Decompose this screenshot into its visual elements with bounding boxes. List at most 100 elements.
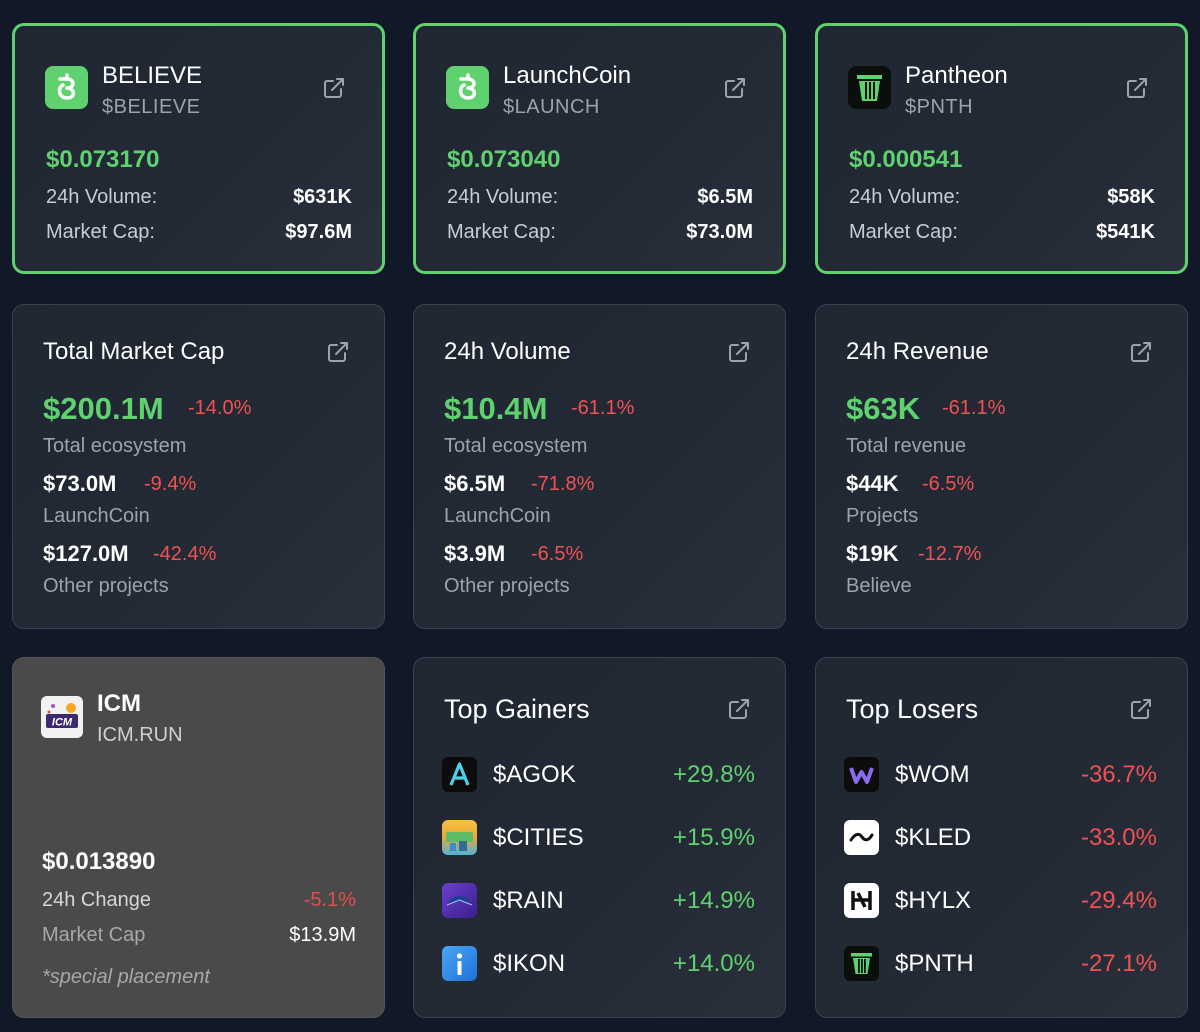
row-change: -6.5%: [531, 543, 584, 565]
pantheon-logo-icon: [844, 946, 879, 981]
token-symbol: $RAIN: [493, 887, 564, 914]
token-name: Pantheon: [905, 62, 1008, 89]
card-title: 24h Volume: [444, 338, 571, 365]
kled-logo-icon: [844, 820, 879, 855]
card-title: Top Losers: [846, 694, 979, 724]
stats-card-total-market-cap[interactable]: Total Market Cap $200.1M -14.0% Total ec…: [12, 304, 385, 629]
token-symbol: $BELIEVE: [102, 96, 201, 118]
market-cap-label: Market Cap:: [849, 221, 958, 243]
token-price: $0.000541: [849, 146, 963, 173]
external-link-icon[interactable]: [727, 340, 751, 364]
token-symbol: $HYLX: [895, 887, 972, 914]
token-card-pantheon[interactable]: Pantheon $PNTH $0.000541 24h Volume: $58…: [815, 23, 1188, 274]
token-price: $0.073040: [447, 146, 561, 173]
total-sublabel: Total ecosystem: [43, 435, 187, 457]
change-value: -5.1%: [303, 889, 356, 911]
row-value: $3.9M: [444, 541, 506, 566]
external-link-icon[interactable]: [1129, 697, 1153, 721]
believe-logo-icon: [45, 66, 88, 109]
icm-card[interactable]: ICM ICM ICM.RUN $0.013890 24h Change -5.…: [12, 657, 385, 1018]
row-change: -12.7%: [918, 543, 982, 565]
market-cap-value: $73.0M: [686, 221, 753, 243]
volume-label: 24h Volume:: [447, 186, 559, 208]
volume-label: 24h Volume:: [849, 186, 961, 208]
market-cap-value: $541K: [1096, 221, 1155, 243]
external-link-icon[interactable]: [1125, 76, 1149, 100]
percent-change: -36.7%: [1080, 761, 1157, 788]
token-symbol: $PNTH: [905, 96, 974, 118]
icm-logo-icon: ICM: [41, 696, 83, 738]
percent-change: -27.1%: [1080, 950, 1157, 977]
card-title: Top Gainers: [444, 694, 590, 724]
pantheon-logo-icon: [848, 66, 891, 109]
token-symbol: $PNTH: [895, 950, 974, 977]
hylx-logo-icon: [844, 883, 879, 918]
row-change: -42.4%: [153, 543, 217, 565]
stats-card-24h-revenue[interactable]: 24h Revenue $63K -61.1% Total revenue $4…: [815, 304, 1188, 629]
change-label: 24h Change: [42, 889, 151, 911]
percent-change: +29.8%: [672, 761, 755, 788]
token-name: BELIEVE: [102, 62, 203, 89]
token-symbol: $WOM: [895, 761, 970, 788]
row-label: LaunchCoin: [444, 505, 551, 527]
percent-change: +14.9%: [672, 887, 755, 914]
row-value: $127.0M: [43, 541, 129, 566]
icm-price: $0.013890: [42, 848, 156, 875]
external-link-icon[interactable]: [723, 76, 747, 100]
volume-value: $58K: [1107, 186, 1155, 208]
external-link-icon[interactable]: [1129, 340, 1153, 364]
total-sublabel: Total revenue: [846, 435, 967, 457]
market-cap-value: $13.9M: [289, 924, 356, 946]
row-label: Other projects: [43, 575, 169, 597]
row-label: Believe: [846, 575, 912, 597]
launchcoin-logo-icon: [446, 66, 489, 109]
cities-logo-icon: [442, 820, 477, 855]
ikon-logo-icon: [442, 946, 477, 981]
token-symbol: $AGOK: [493, 761, 576, 788]
token-symbol: $LAUNCH: [503, 96, 600, 118]
card-title: Total Market Cap: [43, 338, 225, 365]
volume-value: $6.5M: [697, 186, 753, 208]
external-link-icon[interactable]: [727, 697, 751, 721]
stats-card-24h-volume[interactable]: 24h Volume $10.4M -61.1% Total ecosystem…: [413, 304, 786, 629]
total-change: -61.1%: [942, 397, 1006, 419]
total-value: $63K: [846, 391, 921, 426]
row-label: Other projects: [444, 575, 570, 597]
top-losers-card[interactable]: Top Losers $WOM -36.7% $KLED -33.0% $HYL…: [815, 657, 1188, 1018]
market-cap-label: Market Cap: [42, 924, 146, 946]
row-value: $44K: [846, 471, 899, 496]
icm-logo-text: ICM: [52, 717, 73, 729]
rain-logo-icon: [442, 883, 477, 918]
row-value: $19K: [846, 541, 899, 566]
row-change: -71.8%: [531, 473, 595, 495]
card-title: 24h Revenue: [846, 338, 989, 365]
market-cap-label: Market Cap:: [46, 221, 155, 243]
market-cap-value: $97.6M: [285, 221, 352, 243]
total-sublabel: Total ecosystem: [444, 435, 588, 457]
external-link-icon[interactable]: [322, 76, 346, 100]
market-cap-label: Market Cap:: [447, 221, 556, 243]
token-price: $0.073170: [46, 146, 160, 173]
token-card-believe[interactable]: BELIEVE $BELIEVE $0.073170 24h Volume: $…: [12, 23, 385, 274]
row-value: $73.0M: [43, 471, 117, 496]
volume-value: $631K: [293, 186, 352, 208]
token-symbol: $IKON: [493, 950, 566, 977]
wom-logo-icon: [844, 757, 879, 792]
row-label: LaunchCoin: [43, 505, 150, 527]
icm-name: ICM: [97, 690, 141, 717]
percent-change: -29.4%: [1080, 887, 1157, 914]
total-change: -14.0%: [188, 397, 252, 419]
percent-change: +14.0%: [672, 950, 755, 977]
volume-label: 24h Volume:: [46, 186, 158, 208]
top-gainers-card[interactable]: Top Gainers $AGOK +29.8% $CITIES +15.9% …: [413, 657, 786, 1018]
token-name: LaunchCoin: [503, 62, 632, 89]
token-card-launchcoin[interactable]: LaunchCoin $LAUNCH $0.073040 24h Volume:…: [413, 23, 786, 274]
total-value: $200.1M: [43, 391, 164, 426]
row-change: -6.5%: [922, 473, 975, 495]
external-link-icon[interactable]: [326, 340, 350, 364]
row-change: -9.4%: [144, 473, 197, 495]
icm-site: ICM.RUN: [97, 724, 183, 746]
row-label: Projects: [846, 505, 919, 527]
total-change: -61.1%: [571, 397, 635, 419]
special-placement-note: *special placement: [42, 966, 210, 988]
